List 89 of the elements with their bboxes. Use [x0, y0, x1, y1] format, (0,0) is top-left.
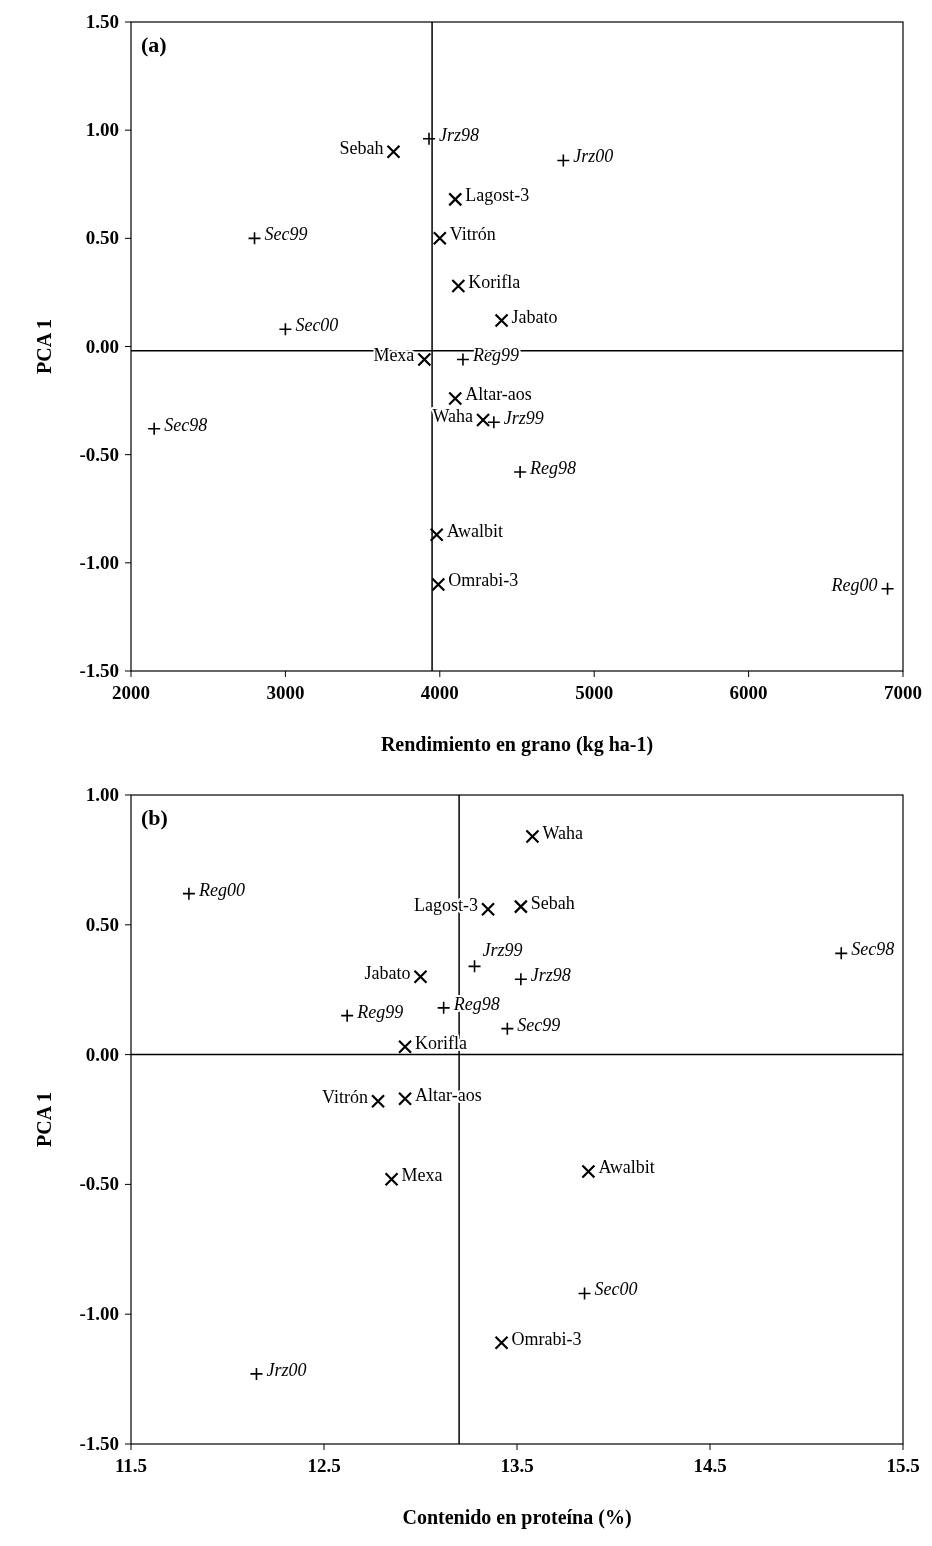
- y-tick-label: -1.50: [79, 660, 119, 681]
- data-label: Altar-aos: [465, 384, 532, 405]
- point: [467, 959, 482, 974]
- point: [556, 153, 571, 168]
- data-label: Sec99: [264, 224, 308, 245]
- x-tick-label: 7000: [884, 682, 922, 703]
- point: [413, 969, 428, 984]
- data-label: Sec00: [594, 1279, 638, 1300]
- data-label: Lagost-3: [465, 185, 530, 206]
- data-label: Reg00: [830, 574, 878, 595]
- y-tick-label: 1.50: [85, 11, 119, 32]
- point: [397, 1039, 413, 1054]
- x-tick-label: 3000: [266, 682, 305, 703]
- point: [494, 1335, 509, 1350]
- data-label: Sec00: [295, 315, 339, 336]
- data-label: Sec98: [164, 414, 208, 435]
- point: [494, 313, 509, 328]
- point: [397, 1091, 413, 1106]
- point: [525, 829, 540, 844]
- data-label: Reg00: [197, 879, 245, 900]
- y-tick-label: -0.50: [79, 443, 119, 465]
- y-tick-label: -1.00: [79, 551, 119, 573]
- data-label: Reg98: [529, 457, 577, 478]
- data-label: Korifla: [468, 271, 521, 292]
- data-label: Jrz00: [573, 146, 614, 167]
- y-axis-title: PCA 1: [33, 1092, 55, 1147]
- data-label: Vitrón: [322, 1087, 369, 1108]
- data-label: Awalbit: [598, 1157, 655, 1178]
- x-tick-label: 13.5: [500, 1455, 534, 1476]
- data-label: Sec98: [851, 939, 895, 960]
- point: [247, 231, 262, 246]
- data-label: Jrz98: [530, 965, 571, 986]
- point: [370, 1094, 386, 1109]
- point: [577, 1286, 592, 1301]
- x-tick-label: 15.5: [886, 1455, 920, 1476]
- data-label: Awalbit: [446, 520, 504, 541]
- data-label: Mexa: [373, 345, 415, 366]
- y-axis-title: PCA 1: [33, 319, 55, 374]
- y-tick-label: -0.50: [79, 1173, 119, 1195]
- text: (b): [141, 805, 168, 830]
- x-axis-title: Rendimiento en grano (kg ha-1): [380, 733, 654, 756]
- x-tick-label: 14.5: [693, 1455, 727, 1476]
- data-label: Jabato: [511, 306, 558, 327]
- y-tick-label: 1.00: [85, 119, 119, 141]
- point: [451, 278, 466, 294]
- x-axis-title: Contenido en proteína (%): [402, 1506, 632, 1529]
- data-label: Reg99: [471, 345, 519, 366]
- data-label: Jrz99: [503, 408, 544, 429]
- data-label: Jrz00: [266, 1359, 307, 1380]
- y-tick-label: 0.50: [85, 913, 119, 935]
- x-tick-label: 12.5: [307, 1455, 341, 1476]
- point: [384, 1172, 399, 1187]
- x-tick-label: 2000: [112, 682, 150, 703]
- x-tick-label: 4000: [420, 682, 459, 703]
- point: [432, 231, 447, 246]
- data-label: Jrz98: [438, 124, 479, 145]
- point: [431, 577, 446, 592]
- data-label: Mexa: [401, 1165, 443, 1186]
- point: [581, 1164, 596, 1179]
- data-label: Sec99: [517, 1014, 561, 1035]
- point: [448, 391, 463, 406]
- y-tick-label: 1.00: [85, 784, 119, 805]
- data-label: Omrabi-3: [511, 1328, 582, 1349]
- data-label: Vitrón: [449, 224, 496, 245]
- data-label: Jabato: [364, 962, 411, 983]
- point: [386, 144, 401, 159]
- x-tick-label: 11.5: [114, 1455, 148, 1476]
- data-label: Jrz99: [482, 940, 523, 961]
- x-tick-label: 5000: [575, 682, 614, 703]
- y-tick-label: 0.00: [85, 335, 119, 357]
- point: [475, 412, 491, 428]
- y-tick-label: 0.00: [85, 1043, 119, 1065]
- y-tick-label: -1.00: [79, 1303, 119, 1325]
- y-tick-label: 0.50: [85, 227, 119, 249]
- data-label: Waha: [542, 822, 583, 843]
- point: [417, 352, 432, 367]
- point: [834, 946, 849, 961]
- point: [513, 899, 528, 914]
- y-tick-label: -1.50: [79, 1433, 119, 1454]
- data-label: Reg99: [356, 1001, 404, 1022]
- x-tick-label: 6000: [729, 682, 768, 703]
- point: [500, 1021, 515, 1036]
- point: [448, 192, 463, 207]
- data-label: Sebah: [530, 892, 575, 913]
- data-label: Omrabi-3: [448, 570, 519, 591]
- point: [480, 902, 496, 917]
- text: (a): [141, 32, 167, 57]
- data-label: Sebah: [339, 137, 384, 158]
- point: [429, 527, 444, 542]
